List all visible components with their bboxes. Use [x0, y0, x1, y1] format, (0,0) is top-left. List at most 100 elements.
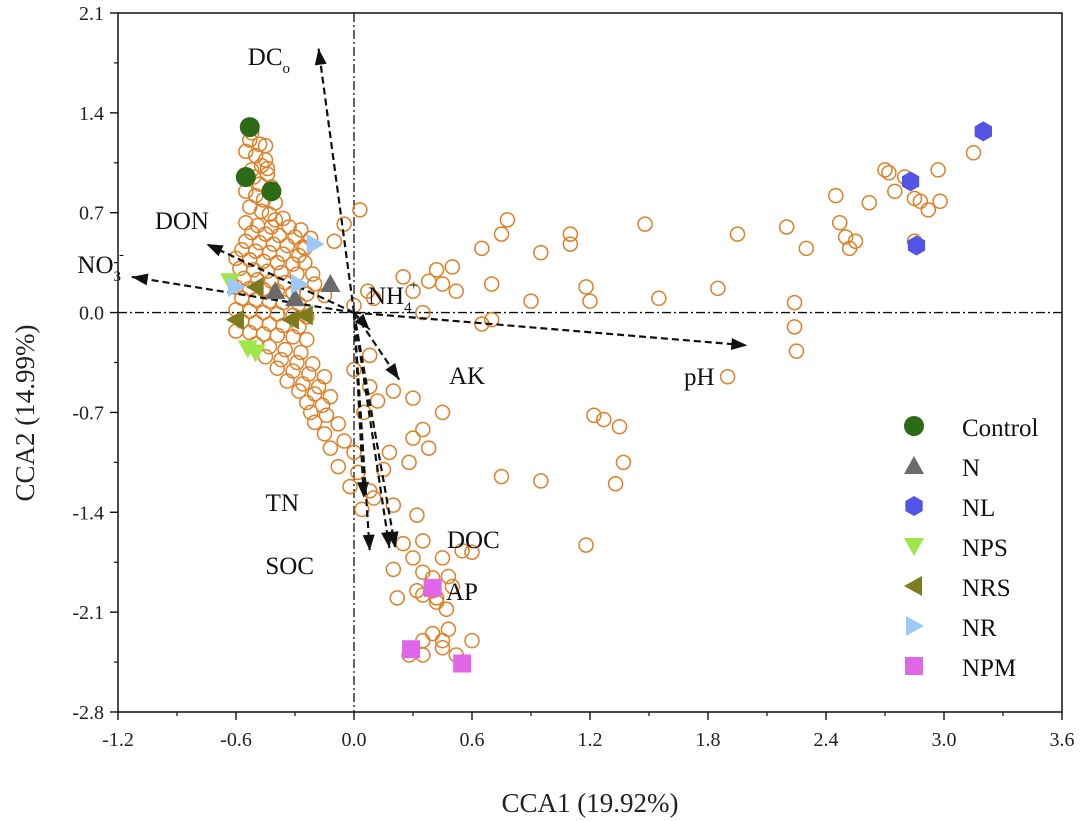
legend-item-nr: NR: [906, 615, 997, 642]
species-point: [259, 160, 276, 177]
vector-nh: NH4+: [353, 278, 418, 331]
species-point: [881, 165, 897, 181]
species-point: [729, 226, 746, 242]
species-point: [415, 533, 431, 549]
legend-item-nrs: NRS: [904, 575, 1011, 602]
legend-label: NRS: [962, 575, 1011, 602]
species-point: [444, 578, 461, 595]
point-nrs: [245, 276, 264, 297]
vector-label: TN: [266, 490, 299, 517]
y-tick-label: -1.4: [72, 502, 104, 524]
species-point: [314, 397, 331, 414]
vector-arrowhead: [314, 48, 327, 66]
species-point: [912, 193, 929, 210]
point-nl: [974, 121, 992, 142]
vector-soc: SOC: [265, 312, 375, 580]
species-point: [306, 414, 323, 431]
species-point: [289, 354, 305, 371]
species-point: [578, 537, 594, 553]
vector-label: AK: [449, 363, 485, 390]
legend-label: NPS: [962, 535, 1008, 562]
species-point: [493, 468, 510, 485]
vector-don: DON: [155, 208, 355, 314]
point-npm: [453, 654, 472, 673]
vector-arrowhead: [381, 531, 393, 548]
species-point: [920, 202, 937, 218]
point-nr: [228, 276, 246, 297]
x-tick-label: -0.6: [220, 729, 252, 751]
point-n: [285, 288, 305, 307]
species-point: [395, 535, 411, 552]
point-nl: [901, 171, 920, 192]
species-point: [354, 501, 370, 518]
species-point: [434, 404, 451, 421]
vector-arrowhead: [730, 338, 748, 351]
legend-item-npm: NPM: [905, 655, 1016, 682]
species-point: [299, 331, 315, 348]
vector-label-subscript: 4: [404, 300, 412, 316]
species-point: [434, 632, 451, 649]
species-point: [464, 544, 480, 560]
species-point: [395, 269, 411, 285]
species-point: [474, 240, 490, 257]
species-point: [428, 262, 445, 278]
vector-tn: TN: [266, 312, 369, 517]
species-point: [269, 360, 286, 376]
species-point: [434, 276, 451, 292]
species-point: [275, 210, 291, 227]
vector-arrowhead: [206, 244, 224, 257]
legend-label: NL: [962, 495, 995, 522]
legend-marker: [905, 496, 923, 516]
species-point: [330, 416, 347, 432]
species-point: [788, 343, 805, 359]
species-point: [365, 490, 382, 506]
species-point: [786, 319, 803, 335]
species-point: [798, 240, 815, 257]
species-point: [607, 476, 624, 492]
species-point: [330, 458, 347, 475]
species-point: [304, 266, 321, 282]
species-point: [365, 290, 382, 307]
species-point: [310, 379, 327, 395]
species-point: [385, 561, 402, 578]
legend-item-n: N: [904, 455, 980, 482]
x-tick-label: -1.2: [102, 729, 134, 751]
species-point: [930, 162, 946, 178]
vector-line: [317, 48, 356, 313]
species-point: [385, 383, 402, 399]
species-point: [483, 276, 500, 292]
species-point: [837, 229, 854, 245]
species-point: [409, 507, 425, 523]
species-point: [493, 226, 510, 242]
y-axis-ticks: 2.1 1.4 0.7 0.0 -0.7 -1.4 -2.1 -2.8: [72, 3, 118, 724]
species-point: [267, 212, 284, 228]
species-point: [615, 454, 632, 471]
legend-marker: [906, 616, 924, 636]
species-point: [269, 327, 286, 344]
y-tick-label: -0.7: [72, 402, 104, 424]
vector-ph: pH: [353, 311, 748, 391]
species-point: [778, 219, 795, 235]
point-nrs: [281, 309, 300, 330]
reference-lines: [118, 13, 1062, 712]
species-point: [444, 259, 461, 275]
species-point: [828, 187, 844, 204]
species-point: [710, 280, 726, 297]
point-nl: [907, 235, 926, 256]
species-point: [861, 194, 878, 211]
x-axis-ticks: -1.2 -0.6 0.0 0.6 1.2 1.8 2.4 3.0 3.6: [102, 712, 1075, 751]
legend-label: NR: [962, 615, 997, 642]
species-point: [279, 373, 295, 389]
species-point: [562, 226, 579, 242]
species-point: [269, 254, 286, 271]
legend-label: NPM: [962, 655, 1016, 682]
species-point: [251, 136, 268, 152]
x-tick-label: 3.6: [1050, 729, 1075, 751]
legend: Control N NL NPS NRS NR NPM: [904, 415, 1038, 682]
vector-label: DON: [155, 208, 209, 235]
x-tick-label: 0.0: [342, 729, 367, 751]
species-point: [271, 227, 288, 244]
y-tick-label: 0.7: [79, 203, 104, 225]
vector-arrowhead: [385, 362, 400, 380]
species-point: [434, 640, 451, 656]
